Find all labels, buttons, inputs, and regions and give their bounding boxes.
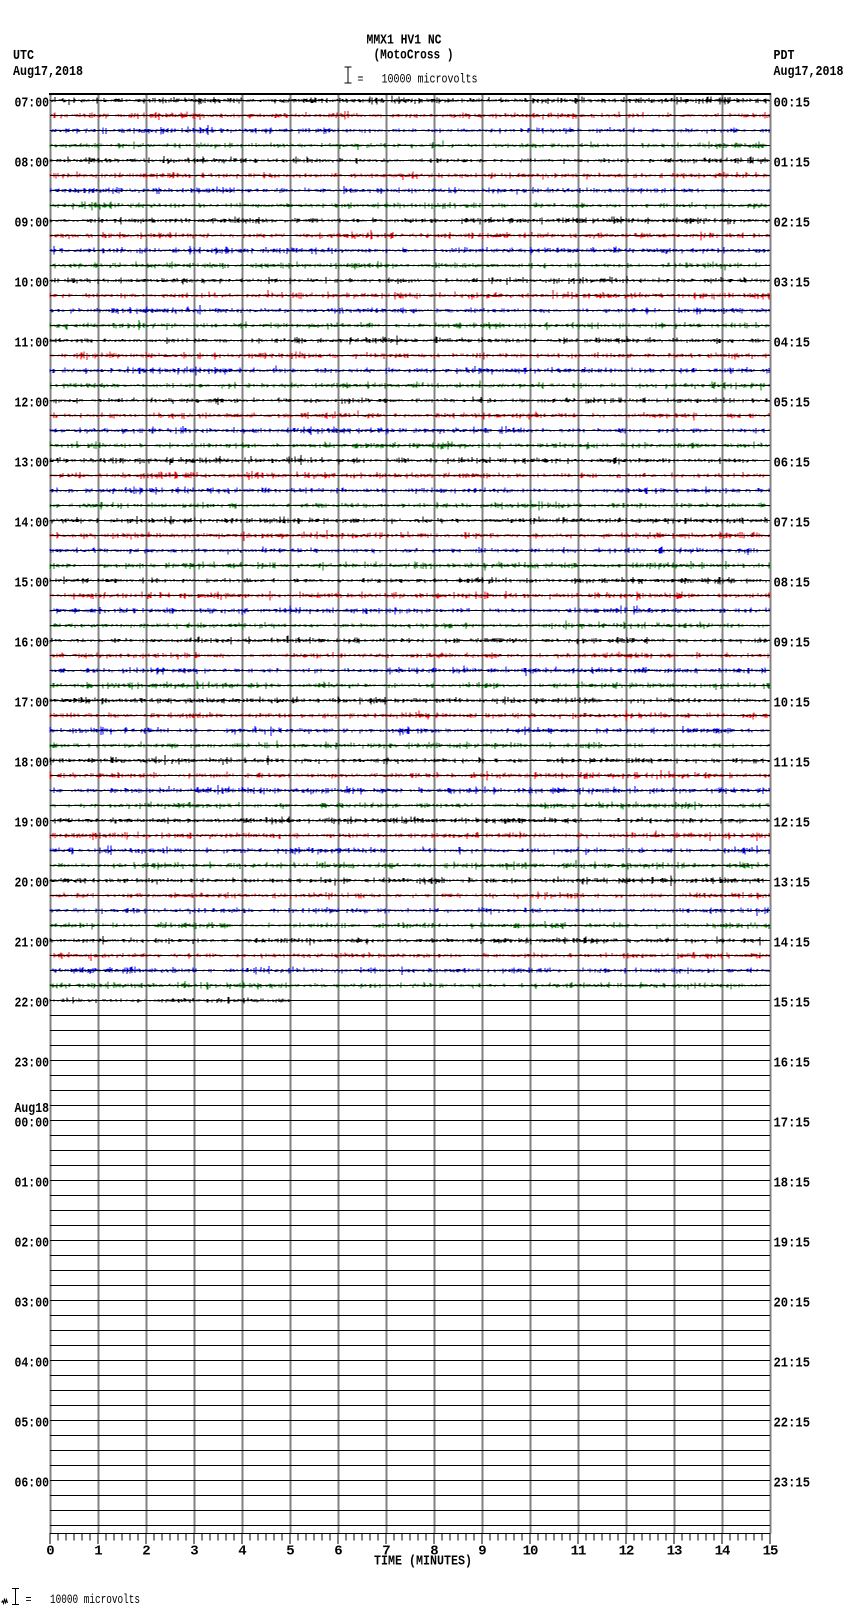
svg-text:15:00: 15:00 — [15, 576, 50, 592]
svg-text:13: 13 — [667, 1544, 682, 1560]
svg-text:PDT: PDT — [774, 48, 795, 64]
svg-text:01:00: 01:00 — [15, 1176, 50, 1192]
svg-text:22:00: 22:00 — [15, 996, 50, 1012]
svg-text:11:15: 11:15 — [774, 756, 811, 772]
svg-text:15:15: 15:15 — [774, 996, 811, 1012]
svg-text:08:00: 08:00 — [15, 156, 50, 172]
svg-text:Aug18: Aug18 — [15, 1101, 50, 1117]
svg-text:04:15: 04:15 — [774, 336, 811, 352]
svg-text:7: 7 — [382, 1544, 390, 1560]
svg-text:14:15: 14:15 — [774, 936, 811, 952]
svg-text:06:00: 06:00 — [15, 1476, 50, 1492]
svg-text:10:15: 10:15 — [774, 696, 811, 712]
svg-text:22:15: 22:15 — [774, 1416, 811, 1432]
svg-text:10000 microvolts: 10000 microvolts — [50, 1592, 140, 1607]
svg-text:2: 2 — [142, 1544, 150, 1560]
svg-text:08:15: 08:15 — [774, 576, 811, 592]
svg-text:09:00: 09:00 — [15, 216, 50, 232]
svg-text:15: 15 — [763, 1544, 778, 1560]
svg-text:16:00: 16:00 — [15, 636, 50, 652]
svg-text:02:15: 02:15 — [774, 216, 811, 232]
svg-text:09:15: 09:15 — [774, 636, 811, 652]
svg-text:1: 1 — [94, 1544, 102, 1560]
svg-text:05:00: 05:00 — [15, 1416, 50, 1432]
svg-text:10: 10 — [523, 1544, 538, 1560]
svg-text:=: = — [26, 1592, 32, 1607]
svg-text:17:00: 17:00 — [15, 696, 50, 712]
svg-text:12: 12 — [619, 1544, 634, 1560]
svg-text:21:00: 21:00 — [15, 936, 50, 952]
svg-text:03:15: 03:15 — [774, 276, 811, 292]
svg-text:UTC: UTC — [13, 48, 34, 64]
svg-text:01:15: 01:15 — [774, 156, 811, 172]
svg-text:Aug17,2018: Aug17,2018 — [13, 64, 83, 80]
svg-text:00:15: 00:15 — [774, 96, 811, 112]
svg-text:=: = — [358, 72, 364, 87]
svg-text:07:15: 07:15 — [774, 516, 811, 532]
svg-text:13:15: 13:15 — [774, 876, 811, 892]
svg-text:13:00: 13:00 — [15, 456, 50, 472]
svg-text:19:00: 19:00 — [15, 816, 50, 832]
svg-text:10000 microvolts: 10000 microvolts — [382, 72, 478, 87]
svg-text:03:00: 03:00 — [15, 1296, 50, 1312]
svg-text:(MotoCross ): (MotoCross ) — [374, 48, 454, 64]
svg-text:06:15: 06:15 — [774, 456, 811, 472]
svg-text:05:15: 05:15 — [774, 396, 811, 412]
svg-text:20:00: 20:00 — [15, 876, 50, 892]
svg-text:17:15: 17:15 — [774, 1116, 811, 1132]
svg-text:MMX1 HV1 NC: MMX1 HV1 NC — [367, 33, 442, 49]
svg-text:6: 6 — [334, 1544, 342, 1560]
svg-text:18:00: 18:00 — [15, 756, 50, 772]
svg-text:21:15: 21:15 — [774, 1356, 811, 1372]
svg-text:14: 14 — [715, 1544, 730, 1560]
svg-text:0: 0 — [46, 1544, 54, 1560]
svg-text:18:15: 18:15 — [774, 1176, 811, 1192]
svg-text:5: 5 — [286, 1544, 294, 1560]
svg-text:4: 4 — [238, 1544, 246, 1560]
svg-text:12:15: 12:15 — [774, 816, 811, 832]
svg-text:14:00: 14:00 — [15, 516, 50, 532]
svg-text:04:00: 04:00 — [15, 1356, 50, 1372]
svg-text:Aug17,2018: Aug17,2018 — [774, 64, 844, 80]
svg-text:23:00: 23:00 — [15, 1056, 50, 1072]
svg-text:10:00: 10:00 — [15, 276, 50, 292]
svg-text:16:15: 16:15 — [774, 1056, 811, 1072]
svg-text:8: 8 — [430, 1544, 438, 1560]
svg-text:3: 3 — [190, 1544, 198, 1560]
svg-text:19:15: 19:15 — [774, 1236, 811, 1252]
svg-text:07:00: 07:00 — [15, 96, 50, 112]
svg-text:9: 9 — [478, 1544, 486, 1560]
svg-text:11:00: 11:00 — [15, 336, 50, 352]
svg-text:02:00: 02:00 — [15, 1236, 50, 1252]
svg-text:23:15: 23:15 — [774, 1476, 811, 1492]
svg-text:TIME (MINUTES): TIME (MINUTES) — [374, 1554, 472, 1570]
svg-text:11: 11 — [571, 1544, 586, 1560]
svg-text:00:00: 00:00 — [15, 1116, 50, 1132]
svg-text:20:15: 20:15 — [774, 1296, 811, 1312]
svg-text:12:00: 12:00 — [15, 396, 50, 412]
